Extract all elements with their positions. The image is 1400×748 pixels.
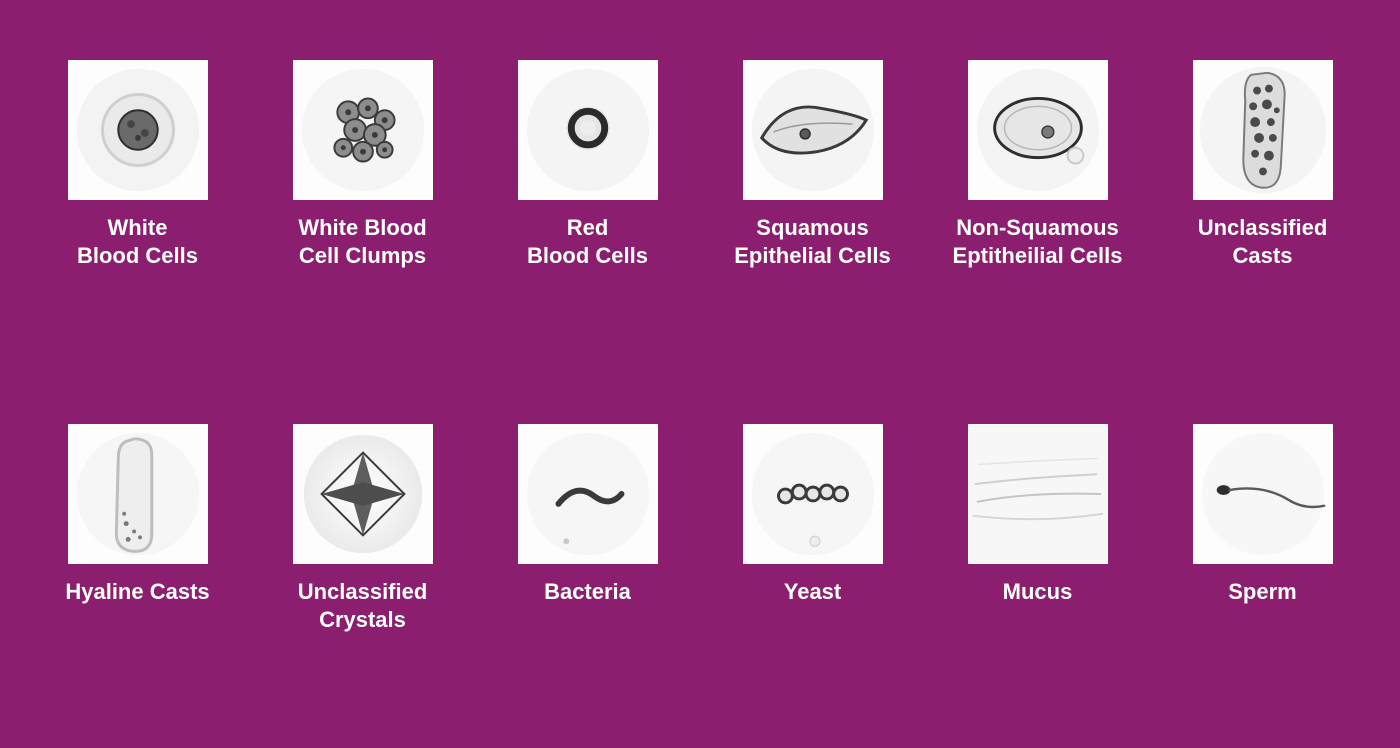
label-mucus: Mucus	[1003, 578, 1073, 606]
thumb-crystals	[293, 424, 433, 564]
cell-crystals: Unclassified Crystals	[255, 424, 470, 708]
specimen-grid: White Blood Cells	[0, 0, 1400, 748]
cell-white-blood-cells: White Blood Cells	[30, 60, 245, 344]
cell-squamous: Squamous Epithelial Cells	[705, 60, 920, 344]
thumb-squamous	[743, 60, 883, 200]
label-hyaline: Hyaline Casts	[65, 578, 209, 606]
label-wbc-clumps: White Blood Cell Clumps	[298, 214, 426, 269]
thumb-mucus	[968, 424, 1108, 564]
cell-hyaline-casts: Hyaline Casts	[30, 424, 245, 708]
label-rbc: Red Blood Cells	[527, 214, 648, 269]
thumb-wbc	[68, 60, 208, 200]
cell-rbc: Red Blood Cells	[480, 60, 695, 344]
label-squamous: Squamous Epithelial Cells	[734, 214, 891, 269]
label-unclass-casts: Unclassified Casts	[1198, 214, 1328, 269]
thumb-hyaline	[68, 424, 208, 564]
thumb-sperm	[1193, 424, 1333, 564]
cell-bacteria: Bacteria	[480, 424, 695, 708]
label-nonsquamous: Non-Squamous Eptitheilial Cells	[953, 214, 1123, 269]
cell-yeast: Yeast	[705, 424, 920, 708]
label-yeast: Yeast	[784, 578, 842, 606]
thumb-unclass-casts	[1193, 60, 1333, 200]
label-bacteria: Bacteria	[544, 578, 631, 606]
cell-wbc-clumps: White Blood Cell Clumps	[255, 60, 470, 344]
thumb-nonsquamous	[968, 60, 1108, 200]
cell-mucus: Mucus	[930, 424, 1145, 708]
label-sperm: Sperm	[1228, 578, 1296, 606]
thumb-rbc	[518, 60, 658, 200]
label-wbc: White Blood Cells	[77, 214, 198, 269]
cell-nonsquamous: Non-Squamous Eptitheilial Cells	[930, 60, 1145, 344]
cell-sperm: Sperm	[1155, 424, 1370, 708]
thumb-wbc-clumps	[293, 60, 433, 200]
thumb-bacteria	[518, 424, 658, 564]
label-crystals: Unclassified Crystals	[298, 578, 428, 633]
thumb-yeast	[743, 424, 883, 564]
cell-unclassified-casts: Unclassified Casts	[1155, 60, 1370, 344]
